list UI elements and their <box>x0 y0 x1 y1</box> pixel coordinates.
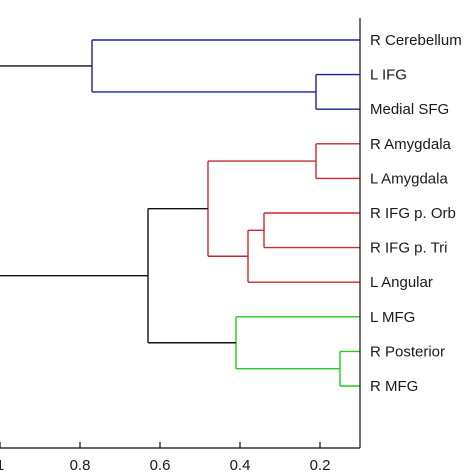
leaf-label-7: L Angular <box>370 274 433 291</box>
link-m7 <box>339 350 360 387</box>
leaf-label-10: R MFG <box>370 378 418 395</box>
dendrogram-links <box>0 39 360 387</box>
leaf-label-4: L Amygdala <box>370 170 448 187</box>
x-tick-label: 0.8 <box>70 457 91 474</box>
link-m10 <box>0 65 148 277</box>
x-tick-label: 0.6 <box>150 457 171 474</box>
leaf-label-2: Medial SFG <box>370 101 449 118</box>
x-tick-label: 0.2 <box>310 457 331 474</box>
link-m5 <box>247 229 360 283</box>
leaf-label-1: L IFG <box>370 67 407 84</box>
link-m6 <box>207 160 316 257</box>
leaf-labels: R Cerebellum L IFG Medial SFG R Amygdala L A… <box>370 32 462 395</box>
link-m8 <box>235 316 360 370</box>
leaf-label-8: L MFG <box>370 309 415 326</box>
link-m2 <box>91 39 360 93</box>
link-m9 <box>147 207 236 344</box>
link-m4 <box>263 212 360 249</box>
leaf-label-3: R Amygdala <box>370 136 452 153</box>
link-m3 <box>315 143 360 180</box>
leaf-label-0: R Cerebellum <box>370 32 462 49</box>
link-m1 <box>315 73 360 110</box>
leaf-label-6: R IFG p. Tri <box>370 240 448 257</box>
x-tick-label: 0.4 <box>230 457 251 474</box>
x-axis: 1 0.8 0.6 0.4 0.2 <box>0 18 361 474</box>
x-tick-label: 1 <box>0 457 4 474</box>
leaf-label-9: R Posterior <box>370 343 445 360</box>
leaf-label-5: R IFG p. Orb <box>370 205 456 222</box>
